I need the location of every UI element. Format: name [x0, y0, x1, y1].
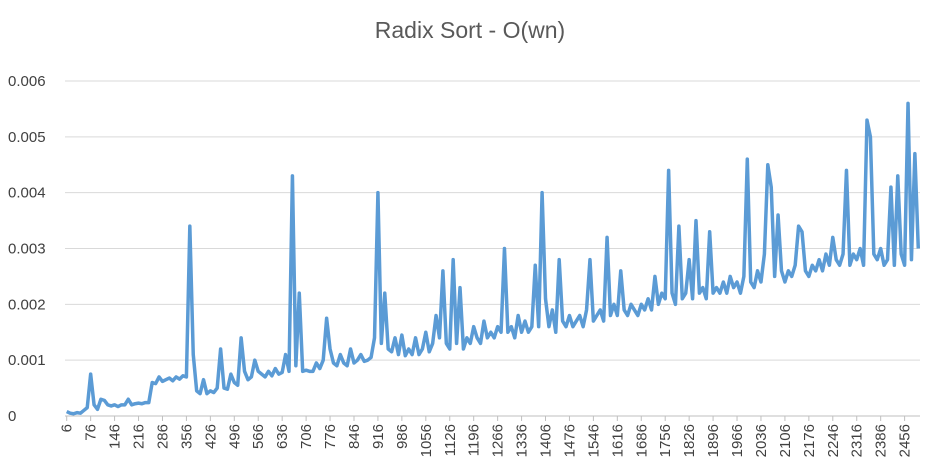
- x-tick-label: 2176: [801, 424, 818, 457]
- x-tick-label: 2246: [825, 424, 842, 457]
- x-tick-label: 1056: [418, 424, 435, 457]
- x-tick-label: 2106: [777, 424, 794, 457]
- x-tick-label: 356: [178, 424, 195, 449]
- x-tick-label: 846: [346, 424, 363, 449]
- x-tick-label: 706: [298, 424, 315, 449]
- x-tick-label: 916: [370, 424, 387, 449]
- x-tick-label: 1126: [442, 424, 459, 456]
- x-tick-label: 426: [202, 424, 219, 449]
- x-tick-label: 566: [250, 424, 267, 449]
- x-tick-label: 1756: [657, 424, 674, 457]
- x-tick-label: 2456: [897, 424, 914, 457]
- x-tick-label: 146: [107, 424, 124, 449]
- x-tick-label: 776: [322, 424, 339, 449]
- x-tick-label: 1266: [490, 424, 507, 457]
- x-tick-label: 2386: [873, 424, 890, 457]
- x-tick-label: 76: [83, 424, 100, 441]
- x-tick-label: 216: [131, 424, 148, 449]
- y-tick-label: 0: [8, 408, 16, 425]
- x-tick-label: 1826: [681, 424, 698, 457]
- x-tick-label: 286: [154, 424, 171, 449]
- x-tick-label: 1336: [514, 424, 531, 457]
- x-tick-label: 496: [226, 424, 243, 449]
- x-tick-label: 1546: [585, 424, 602, 457]
- y-tick-label: 0.004: [8, 185, 46, 202]
- x-tick-label: 1196: [466, 424, 483, 456]
- x-tick-label: 2036: [753, 424, 770, 457]
- y-tick-label: 0.005: [8, 129, 46, 146]
- chart-title: Radix Sort - O(wn): [375, 17, 565, 43]
- x-tick-label: 6: [59, 424, 76, 432]
- x-tick-label: 1476: [561, 424, 578, 457]
- y-tick-label: 0.001: [8, 352, 46, 369]
- x-tick-label: 1616: [609, 424, 626, 457]
- y-tick-label: 0.002: [8, 296, 46, 313]
- y-tick-label: 0.006: [8, 73, 46, 90]
- x-tick-label: 1686: [633, 424, 650, 457]
- x-tick-label: 2316: [849, 424, 866, 457]
- x-tick-label: 636: [274, 424, 291, 449]
- data-line: [65, 101, 921, 416]
- y-tick-label: 0.003: [8, 241, 46, 258]
- x-tick-label: 1966: [729, 424, 746, 457]
- x-tick-label: 986: [394, 424, 411, 449]
- x-tick-label: 1896: [705, 424, 722, 457]
- x-tick-label: 1406: [538, 424, 555, 457]
